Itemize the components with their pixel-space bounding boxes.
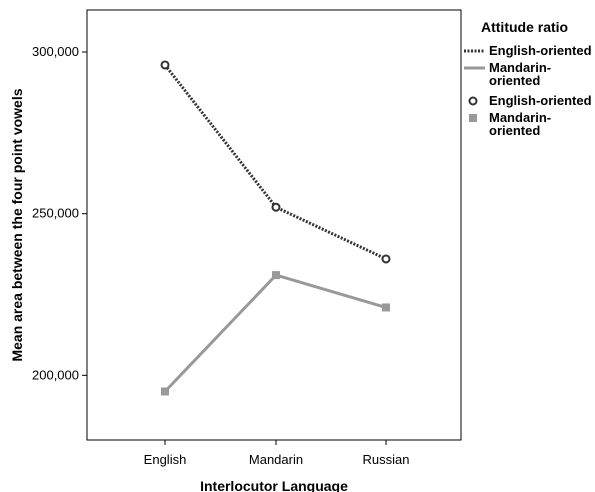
- data-point-square: [272, 271, 280, 280]
- x-tick-label: English: [144, 452, 187, 467]
- x-axis-title: Interlocutor Language: [200, 478, 348, 492]
- legend-label: Mandarin-oriented: [489, 60, 551, 88]
- plot-frame: [86, 9, 462, 441]
- legend-label-line: oriented: [489, 123, 540, 138]
- y-axis-title: Mean area between the four point vowels: [9, 88, 25, 361]
- legend-label: English-oriented: [489, 43, 592, 58]
- legend-label: English-oriented: [489, 93, 592, 108]
- legend-title: Attitude ratio: [481, 19, 568, 35]
- legend-swatch-circle: [468, 96, 478, 106]
- legend-label-line: oriented: [489, 73, 540, 88]
- data-point-square: [161, 387, 169, 396]
- y-tick-label: 250,000: [32, 206, 79, 221]
- x-tick-label: Mandarin: [249, 452, 303, 467]
- plot-area: 200,000 250,000 300,000 English Mandarin Russ…: [9, 9, 462, 492]
- legend-swatch-square: [469, 114, 477, 122]
- x-tick-label: Russian: [363, 452, 410, 467]
- legend-label: Mandarin-oriented: [489, 110, 551, 138]
- series-line-0: [163, 64, 387, 261]
- legend-label-line: Mandarin-: [489, 60, 551, 75]
- y-tick-label: 300,000: [32, 44, 79, 59]
- data-point-circle: [381, 254, 391, 264]
- y-tick-label: 200,000: [32, 367, 79, 382]
- legend-label-line: English-oriented: [489, 93, 592, 108]
- series-line-1: [163, 273, 387, 393]
- legend: Attitude ratio English-oriented Mandarin-o…: [464, 19, 592, 138]
- data-point-square: [382, 303, 390, 312]
- legend-label-line: Mandarin-: [489, 110, 551, 125]
- data-point-circle: [160, 60, 170, 70]
- data-point-circle: [271, 202, 281, 212]
- legend-label-line: English-oriented: [489, 43, 592, 58]
